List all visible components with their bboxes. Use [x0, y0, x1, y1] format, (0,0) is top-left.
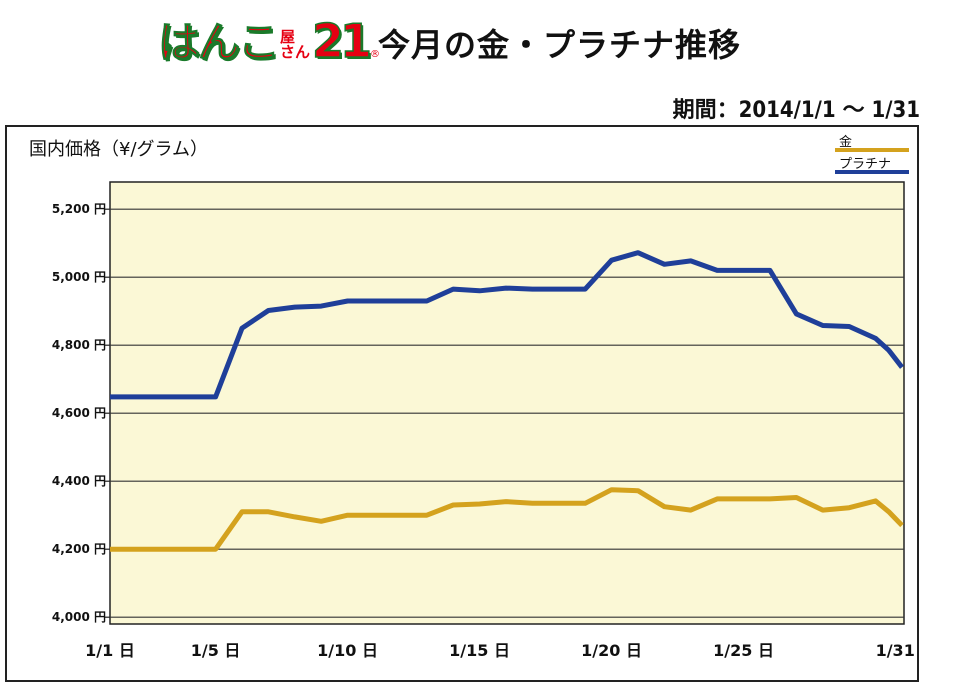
x-tick-label: 1/1 日 — [85, 641, 135, 660]
chart-frame: 国内価格（¥/グラム） 金 プラチナ 4,000 円 4,200 円 4,400 円… — [5, 125, 919, 682]
plot-area — [109, 181, 905, 625]
y-tick-label: 5,200 円 — [52, 202, 106, 216]
y-tick-label: 5,000 円 — [52, 270, 106, 284]
x-tick-label: 1/25 日 — [713, 641, 774, 660]
legend-swatch-platinum — [835, 170, 909, 174]
legend: 金 プラチナ — [833, 131, 909, 175]
series-line-gold — [110, 487, 904, 552]
x-axis-ticks: 1/1 日 1/5 日 1/10 日 1/15 日 1/20 日 1/25 日 1/31 日 — [85, 641, 917, 660]
y-axis-ticks: 4,000 円 4,200 円 4,400 円 4,600 円 4,800 円 5,000… — [52, 202, 110, 624]
x-tick-label: 1/10 日 — [317, 641, 378, 660]
series-line-platinum — [110, 250, 904, 400]
x-tick-label: 1/15 日 — [449, 641, 510, 660]
legend-item-platinum: プラチナ — [833, 153, 909, 175]
y-tick-label: 4,200 円 — [52, 542, 106, 556]
price-chart: 4,000 円 4,200 円 4,400 円 4,600 円 4,800 円 5,000… — [52, 181, 917, 660]
hankoyasan21-logo[interactable]: はんこ 屋 さん 21 ® — [157, 6, 381, 68]
page-title: 今月の金・プラチナ推移 — [378, 26, 742, 64]
y-tick-label: 4,800 円 — [52, 338, 106, 352]
logo-small-text: 屋 さん — [280, 30, 310, 60]
x-tick-label: 1/5 日 — [191, 641, 241, 660]
y-tick-label: 4,400 円 — [52, 474, 106, 488]
x-tick-label: 1/20 日 — [581, 641, 642, 660]
registered-mark: ® — [370, 49, 381, 60]
logo-small-bottom: さん — [280, 43, 311, 61]
period-label: 期間：2014/1/1 〜 1/31 — [672, 98, 920, 123]
y-tick-label: 4,000 円 — [52, 610, 106, 624]
series-lines — [110, 250, 904, 552]
y-tick-label: 4,600 円 — [52, 406, 106, 420]
x-tick-label: 1/31 日 — [876, 641, 917, 660]
header: はんこ 屋 さん 21 ® 今月の金・プラチナ推移 — [0, 0, 960, 70]
logo-number: 21 — [311, 14, 373, 68]
legend-item-gold: 金 — [833, 131, 909, 153]
legend-swatch-gold — [835, 148, 909, 152]
y-axis-label: 国内価格（¥/グラム） — [29, 139, 208, 160]
logo-main-text: はんこ — [157, 18, 280, 67]
legend-label-gold: 金 — [839, 135, 853, 150]
legend-label-platinum: プラチナ — [839, 157, 892, 172]
logo-small-top: 屋 — [280, 28, 296, 46]
